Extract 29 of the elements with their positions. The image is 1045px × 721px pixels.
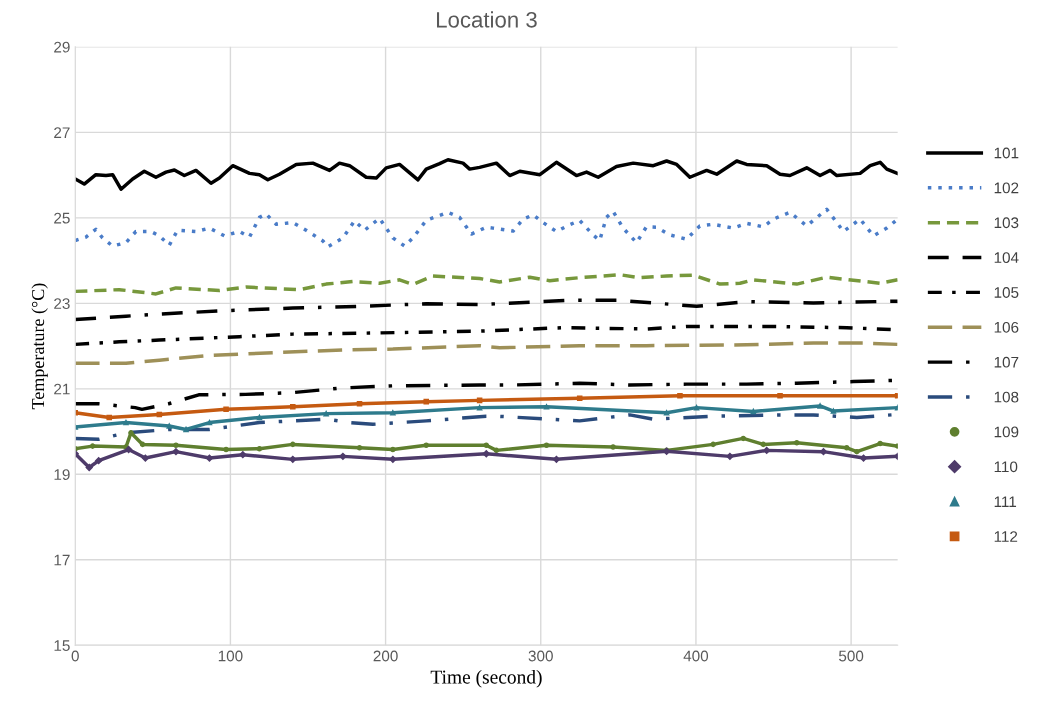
- legend-label: 109: [994, 426, 1019, 438]
- legend-label: 102: [994, 182, 1019, 194]
- y-tick-label: 15: [54, 640, 70, 651]
- y-tick-label: 21: [54, 383, 70, 395]
- chart-title: Location 3: [437, 11, 537, 28]
- legend-label: 101: [994, 147, 1019, 159]
- x-tick-label: 400: [683, 650, 709, 662]
- legend-label: 108: [994, 391, 1019, 403]
- x-tick-label: 100: [218, 650, 243, 662]
- y-tick-label: 27: [54, 127, 70, 138]
- x-tick-label: 300: [528, 650, 553, 662]
- x-tick-label: 0: [71, 650, 79, 662]
- y-tick-label: 29: [54, 41, 70, 53]
- legend-label: 105: [994, 287, 1019, 298]
- y-tick-label: 19: [54, 469, 70, 480]
- legend-label: 111: [994, 496, 1017, 507]
- x-tick-label: 500: [838, 650, 864, 662]
- legend-label: 103: [994, 217, 1019, 229]
- legend-label: 110: [994, 461, 1018, 473]
- x-tick-label: 200: [373, 650, 398, 662]
- legend-label: 106: [994, 321, 1019, 333]
- y-tick-label: 17: [54, 554, 70, 566]
- y-axis-title: Temperature (°C): [31, 283, 48, 410]
- y-tick-label: 23: [54, 298, 70, 310]
- y-tick-label: 25: [54, 212, 70, 224]
- legend-label: 104: [994, 252, 1019, 264]
- x-axis-title: Time (second): [430, 669, 542, 688]
- legend-label: 112: [994, 531, 1018, 542]
- legend-label: 107: [994, 356, 1019, 368]
